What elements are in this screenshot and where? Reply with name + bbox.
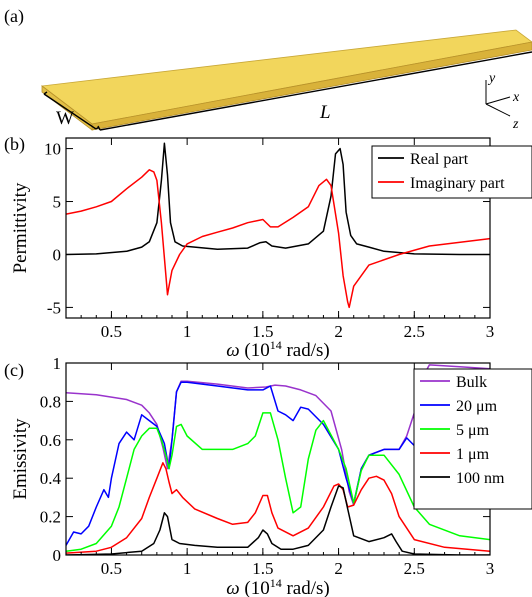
coordinate-axes-icon: [485, 80, 511, 117]
y-tick-label-c: 1: [53, 354, 62, 373]
slab-top-face: [40, 29, 532, 125]
y-axis-letter: y: [487, 71, 496, 86]
y-tick-label-c: 0.8: [40, 392, 61, 411]
width-label: W: [56, 108, 74, 129]
panel-c-chart: 0.5 1 1.5 2 2.5 3 0 0.2 0.4 0.6 0.8 1 (c) ω (1014 rad…: [4, 354, 532, 597]
panel-label-b: (b): [4, 134, 25, 155]
width-tick-left: [43, 91, 48, 95]
legend-label-c: 100 nm: [456, 470, 505, 487]
legend-label-c: 5 μm: [456, 422, 490, 439]
width-dimension-line: [43, 93, 97, 130]
z-axis-letter: z: [512, 117, 519, 132]
series-line-c-4: [66, 462, 490, 554]
legend-label-c: 20 μm: [456, 398, 498, 415]
panel-a: (a) W L y x z: [4, 6, 532, 132]
x-axis-label-c: ω (1014 rad/s): [226, 576, 330, 597]
x-tick-label-b: 3: [486, 322, 495, 341]
series-line-c-5: [66, 485, 490, 555]
y-tick-label-c: 0.6: [40, 431, 61, 450]
length-label: L: [319, 102, 331, 123]
series-line-b-2: [66, 169, 490, 309]
slab-side-face: [41, 85, 93, 131]
length-dimension-line: [99, 51, 532, 131]
x-tick-label-b: 1.5: [252, 322, 273, 341]
x-tick-label-c: 0.5: [101, 559, 122, 578]
x-tick-label-b: 2: [334, 322, 343, 341]
series-line-c-3: [66, 412, 490, 552]
series-line-b-1: [66, 142, 490, 256]
y-tick-label-b: -5: [47, 298, 61, 317]
y-tick-label-c: 0.2: [40, 508, 61, 527]
panel-b-chart: 0.5 1 1.5 2 2.5 3 -5 0 5 10 (b) ω (1014 rad/s) Permi…: [4, 134, 532, 361]
panel-a-label: (a): [4, 6, 24, 27]
x-tick-label-b: 0.5: [101, 322, 122, 341]
x-tick-label-b: 2.5: [404, 322, 425, 341]
x-tick-label-c: 3: [486, 559, 495, 578]
x-axis-letter: x: [512, 90, 520, 105]
y-tick-label-c: 0.4: [40, 469, 62, 488]
legend-box-b: [371, 145, 532, 199]
legend-label-b: Real part: [410, 151, 469, 168]
x-tick-label-c: 1: [183, 559, 192, 578]
y-tick-label-c: 0: [53, 546, 62, 565]
legend-label-c: 1 μm: [456, 446, 490, 463]
x-tick-label-b: 1: [183, 322, 192, 341]
y-tick-label-b: 0: [53, 245, 62, 264]
y-tick-label-b: 5: [53, 193, 62, 212]
x-axis-label-b: ω (1014 rad/s): [226, 338, 330, 361]
legend-label-c: Bulk: [456, 374, 487, 391]
legend-box-c: [413, 368, 532, 510]
x-tick-label-c: 2.5: [404, 559, 425, 578]
y-axis-label-b: Permittivity: [10, 182, 31, 273]
legend-label-b: Imaginary part: [410, 175, 505, 192]
x-tick-label-c: 2: [334, 559, 343, 578]
panel-label-c: (c): [4, 360, 24, 381]
series-line-c-2: [66, 381, 490, 546]
y-axis-label-c: Emissivity: [10, 418, 31, 500]
length-tick-left: [97, 125, 101, 131]
x-tick-label-c: 1.5: [252, 559, 273, 578]
y-tick-label-b: 10: [44, 140, 61, 159]
